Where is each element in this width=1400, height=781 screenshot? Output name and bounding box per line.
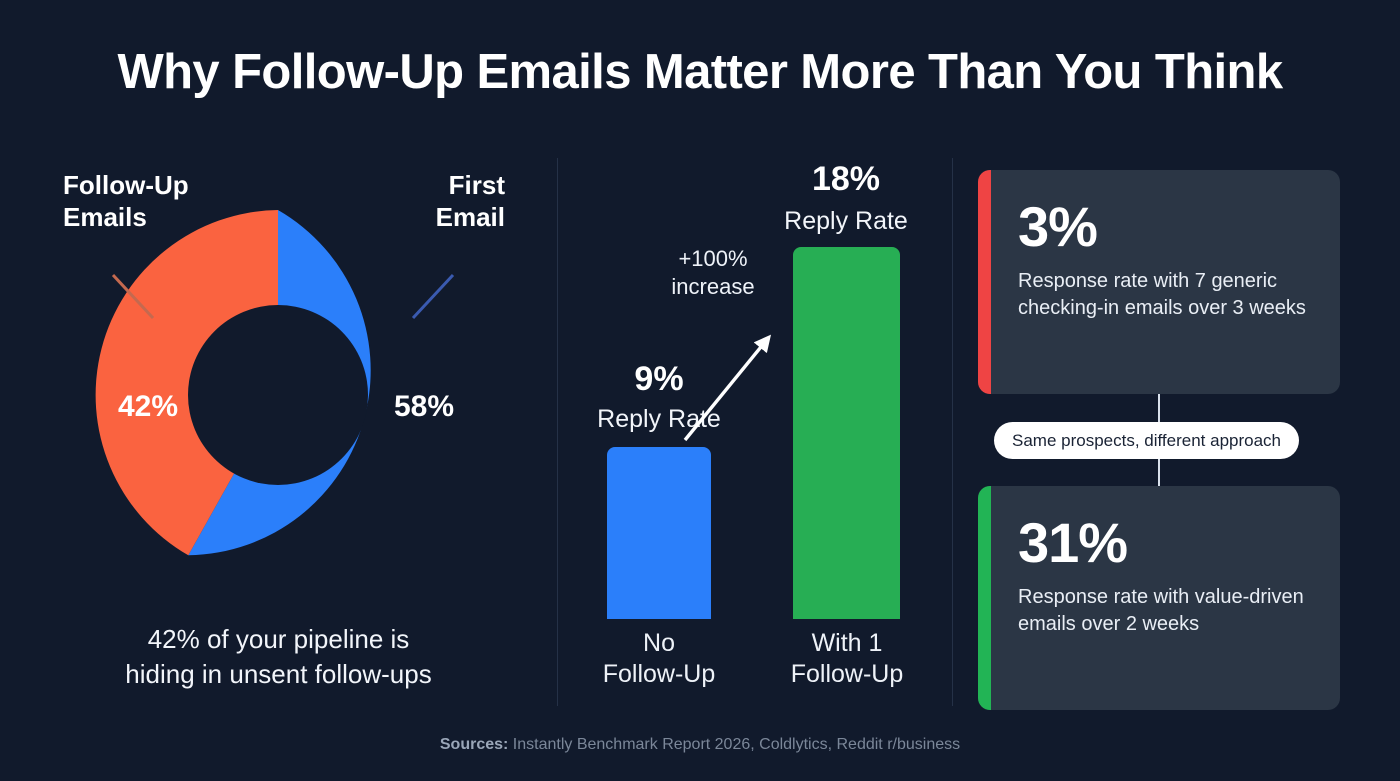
bar-chart-panel: 9% Reply Rate 18% Reply Rate +100% incre… [557,150,952,710]
leader-line-followup [111,273,155,320]
bar-no-followup [607,447,711,619]
sources-footer: Sources: Instantly Benchmark Report 2026… [0,736,1400,754]
bar-increase-annotation: +100% increase [645,245,781,301]
stat-cards-connector-label: Same prospects, different approach [994,422,1300,459]
sources-label: Sources: [439,736,509,753]
stat-card-value-description: Response rate with value-driven emails o… [1018,586,1304,635]
stat-card-generic-body: 3% Response rate with 7 generic checking… [978,170,1340,346]
donut-value-followup-emails: 42% [118,390,179,423]
bar-category-no-followup-line1: No [643,629,675,657]
page-title: Why Follow-Up Emails Matter More Than Yo… [117,45,1283,99]
panel-divider-right [952,158,953,706]
bar-category-no-followup-line2: Follow-Up [602,660,716,688]
stat-cards-panel: 3% Response rate with 7 generic checking… [952,150,1400,710]
stat-card-accent-red [978,170,991,394]
bar-category-no-followup: No Follow-Up [579,628,739,690]
bar-sublabel-with-followup: Reply Rate [784,207,908,235]
stat-card-value-number: 31% [1018,511,1128,574]
bar-value-no-followup: 9% [634,360,684,398]
bar-increase-line1: +100% [678,246,748,271]
increase-arrow-icon [683,334,772,442]
donut-caption-line2: hiding in unsent follow-ups [125,659,432,689]
stat-card-value-body: 31% Response rate with value-driven emai… [978,486,1340,662]
bar-increase-line2: increase [671,274,755,299]
bar-with-followup [793,247,900,619]
donut-chart-panel: Follow-Up Emails First Email 42% 58% 42%… [0,150,557,710]
stat-card-generic-description: Response rate with 7 generic checking-in… [1018,270,1306,319]
stat-card-generic-number: 3% [1018,195,1098,258]
donut-caption-line1: 42% of your pipeline is [147,624,410,654]
donut-chart-svg [95,210,455,556]
donut-hole [188,305,368,485]
donut-value-first-email: 58% [394,390,455,423]
stat-card-value-driven-emails: 31% Response rate with value-driven emai… [978,486,1340,710]
donut-label-followup-line2: Emails [63,202,147,232]
donut-label-first-line1: First [448,170,505,200]
bar-category-with-followup: With 1 Follow-Up [765,628,929,690]
donut-label-first-email: First Email [375,169,505,233]
donut-caption: 42% of your pipeline is hiding in unsent… [0,622,557,692]
bar-category-with-followup-line1: With 1 [811,629,883,657]
donut-label-followup-emails: Follow-Up Emails [63,169,189,233]
sources-text: Instantly Benchmark Report 2026, Coldlyt… [508,736,961,753]
stat-card-generic-emails: 3% Response rate with 7 generic checking… [978,170,1340,394]
bar-value-with-followup: 18% [811,160,881,198]
panel-divider-left [557,158,558,706]
leader-line-first-email [411,273,455,320]
stat-card-accent-green [978,486,991,710]
bar-category-with-followup-line2: Follow-Up [790,660,904,688]
donut-label-followup-line1: Follow-Up [63,170,189,200]
donut-label-first-line2: Email [435,202,505,232]
